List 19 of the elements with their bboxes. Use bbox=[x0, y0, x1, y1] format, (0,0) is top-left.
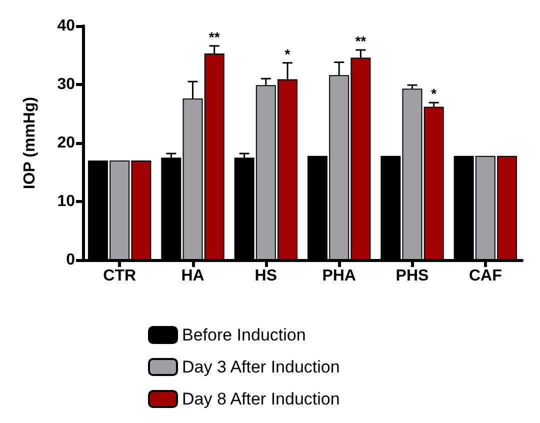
y-tick-label: 30 bbox=[57, 76, 76, 93]
data-label: * bbox=[431, 86, 438, 102]
y-tick-label: 10 bbox=[57, 193, 76, 210]
x-tick-label: CAF bbox=[468, 268, 502, 284]
x-tick-label: PHA bbox=[322, 268, 356, 284]
x-tick-label: CTR bbox=[103, 268, 136, 284]
x-tick-label: HS bbox=[254, 268, 278, 284]
y-tick-label: 20 bbox=[57, 134, 76, 152]
y-tick-label: 40 bbox=[57, 18, 76, 34]
legend-label: Day 8 After Induction bbox=[182, 390, 340, 408]
legend-label: Before Induction bbox=[182, 326, 306, 344]
x-tick-label: PHS bbox=[396, 268, 430, 284]
data-label: * bbox=[284, 46, 291, 62]
x-tick-label: HA bbox=[181, 268, 205, 284]
y-axis-title: IOP (mmHg) bbox=[22, 96, 38, 190]
data-label: ** bbox=[355, 32, 367, 49]
legend-label: Day 3 After Induction bbox=[182, 358, 340, 376]
y-tick-label: 0 bbox=[66, 252, 76, 268]
data-label: ** bbox=[208, 28, 220, 45]
